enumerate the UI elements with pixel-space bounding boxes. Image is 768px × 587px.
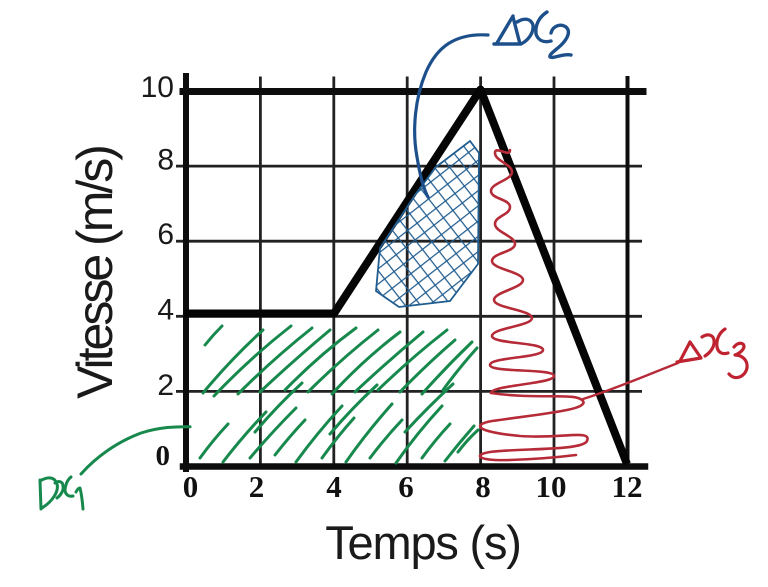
svg-text:8: 8 — [475, 469, 491, 504]
svg-text:10: 10 — [536, 469, 567, 504]
svg-text:8: 8 — [157, 144, 174, 177]
svg-text:2: 2 — [157, 369, 174, 402]
svg-text:0: 0 — [156, 440, 171, 472]
svg-text:6: 6 — [157, 218, 174, 251]
svg-text:4: 4 — [157, 294, 174, 327]
svg-text:10: 10 — [141, 71, 174, 104]
svg-text:6: 6 — [398, 469, 414, 504]
svg-text:Temps (s): Temps (s) — [325, 516, 521, 569]
svg-text:Vitesse (m/s): Vitesse (m/s) — [67, 147, 123, 399]
svg-text:4: 4 — [326, 469, 342, 504]
svg-text:12: 12 — [612, 469, 643, 504]
svg-text:0: 0 — [183, 469, 199, 504]
svg-text:2: 2 — [249, 469, 265, 504]
